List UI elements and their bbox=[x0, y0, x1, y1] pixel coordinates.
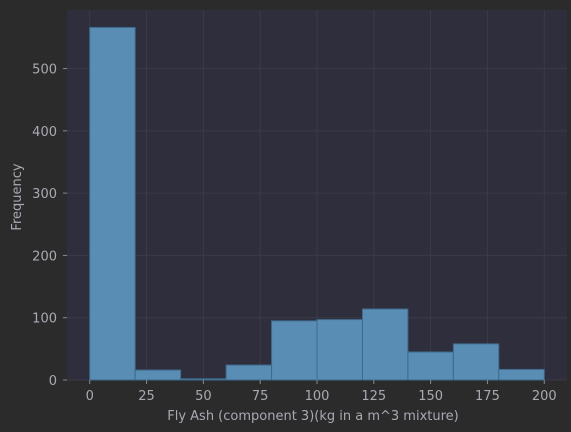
y-tick-label: 300 bbox=[32, 187, 57, 202]
histogram-bar bbox=[181, 379, 226, 380]
histogram-bar bbox=[135, 370, 180, 380]
x-tick-label: 0 bbox=[86, 389, 94, 404]
x-tick-label: 150 bbox=[418, 389, 443, 404]
x-axis-ticks: 0 25 50 75 100 125 150 175 200 bbox=[86, 380, 557, 404]
y-axis-label: Frequency bbox=[10, 163, 25, 230]
histogram-bar bbox=[317, 320, 362, 380]
histogram-bar bbox=[226, 365, 271, 380]
histogram-bar bbox=[362, 309, 407, 380]
histogram-bar bbox=[90, 27, 135, 380]
histogram-bar bbox=[272, 321, 317, 380]
x-tick-label: 200 bbox=[532, 389, 557, 404]
y-tick-label: 200 bbox=[32, 249, 57, 264]
x-tick-label: 25 bbox=[138, 389, 155, 404]
y-tick-label: 400 bbox=[32, 125, 57, 140]
y-tick-label: 500 bbox=[32, 63, 57, 78]
x-tick-label: 125 bbox=[361, 389, 386, 404]
y-tick-label: 100 bbox=[32, 312, 57, 327]
x-axis-label: Fly Ash (component 3)(kg in a m^3 mixtur… bbox=[167, 409, 459, 424]
histogram-bar bbox=[499, 369, 544, 380]
x-tick-label: 75 bbox=[252, 389, 269, 404]
x-tick-label: 50 bbox=[195, 389, 212, 404]
x-tick-label: 175 bbox=[475, 389, 500, 404]
y-axis-ticks: 0 100 200 300 400 500 bbox=[32, 63, 67, 389]
y-tick-label: 0 bbox=[49, 374, 57, 389]
histogram-bar bbox=[453, 344, 498, 380]
x-tick-label: 100 bbox=[305, 389, 330, 404]
histogram-bar bbox=[408, 352, 453, 380]
